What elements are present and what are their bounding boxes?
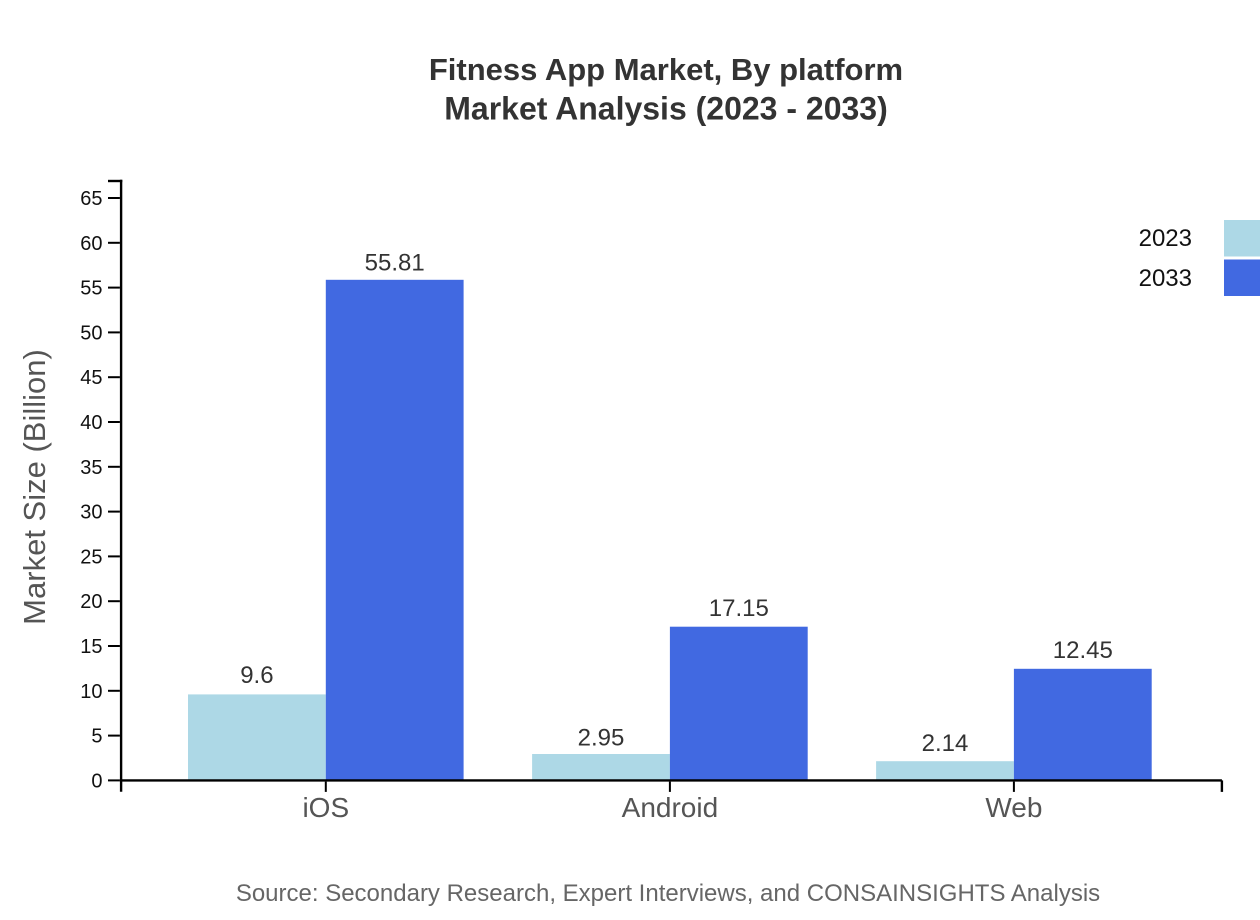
svg-text:Web: Web	[985, 792, 1042, 823]
svg-text:30: 30	[80, 502, 102, 524]
svg-text:60: 60	[80, 233, 102, 255]
svg-text:55.81: 55.81	[365, 249, 425, 276]
svg-text:Source: Secondary Research, Ex: Source: Secondary Research, Expert Inter…	[236, 880, 1100, 907]
svg-text:15: 15	[80, 636, 102, 658]
svg-text:iOS: iOS	[302, 792, 349, 823]
svg-text:Android: Android	[622, 792, 719, 823]
svg-text:40: 40	[80, 412, 102, 434]
svg-text:10: 10	[80, 681, 102, 703]
svg-text:Market Analysis (2023 - 2033): Market Analysis (2023 - 2033)	[444, 91, 888, 127]
svg-text:Fitness App Market, By platfor: Fitness App Market, By platform	[429, 52, 903, 87]
svg-text:0: 0	[91, 770, 102, 792]
svg-text:17.15: 17.15	[709, 595, 769, 622]
svg-text:2.14: 2.14	[922, 730, 969, 757]
svg-text:55: 55	[80, 278, 102, 300]
svg-text:2023: 2023	[1139, 225, 1192, 252]
svg-text:2.95: 2.95	[578, 725, 625, 752]
svg-text:20: 20	[80, 591, 102, 613]
svg-text:35: 35	[80, 457, 102, 479]
svg-text:2033: 2033	[1139, 265, 1192, 292]
svg-text:45: 45	[80, 367, 102, 389]
svg-text:12.45: 12.45	[1053, 637, 1113, 664]
svg-text:5: 5	[91, 726, 102, 748]
svg-text:25: 25	[80, 546, 102, 568]
svg-text:65: 65	[80, 188, 102, 210]
svg-text:50: 50	[80, 322, 102, 344]
svg-text:9.6: 9.6	[240, 662, 273, 689]
svg-text:Market Size (Billion): Market Size (Billion)	[17, 349, 52, 625]
